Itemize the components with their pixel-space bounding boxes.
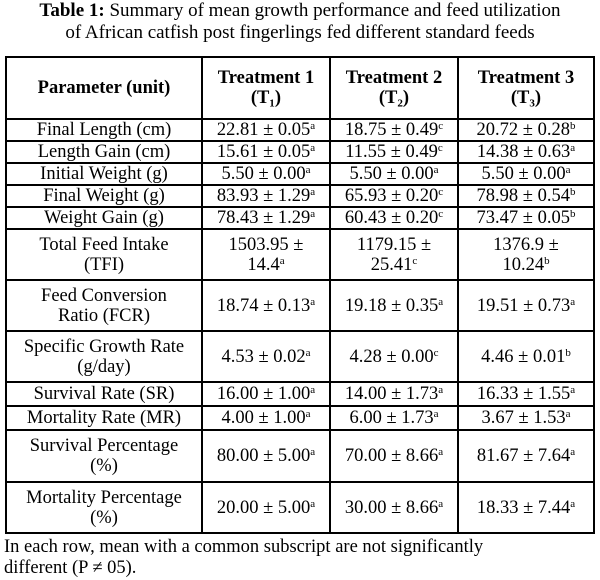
param-cell: Weight Gain (g) [5, 206, 203, 230]
param-cell: Initial Weight (g) [5, 162, 203, 186]
value-cell: 3.67 ± 1.53a [457, 405, 595, 431]
value-cell: 4.46 ± 0.01b [457, 330, 595, 383]
value-cell: 18.75 ± 0.49c [329, 118, 459, 142]
table-row: Length Gain (cm) 15.61 ± 0.05a 11.55 ± 0… [5, 140, 595, 164]
header-row: Parameter (unit) Treatment 1 (T₁) Treatme… [5, 56, 595, 120]
table-footnote: In each row, mean with a common subscrip… [4, 537, 594, 579]
value-cell: 80.00 ± 5.00a [201, 429, 331, 483]
table-row: Initial Weight (g) 5.50 ± 0.00a 5.50 ± 0… [5, 162, 595, 186]
caption-line-1: Table 1: Summary of mean growth performa… [0, 0, 600, 22]
value-cell: 60.43 ± 0.20c [329, 206, 459, 230]
value-cell: 14.00 ± 1.73a [329, 381, 459, 407]
table-row: Specific Growth Rate (g/day) 4.53 ± 0.02a… [5, 330, 595, 383]
value-cell: 73.47 ± 0.05b [457, 206, 595, 230]
table-row: Mortality Percentage (%) 20.00 ± 5.00a 30… [5, 481, 595, 534]
value-cell: 5.50 ± 0.00a [201, 162, 331, 186]
value-cell: 20.72 ± 0.28b [457, 118, 595, 142]
table-row: Final Length (cm) 22.81 ± 0.05a 18.75 ± … [5, 118, 595, 142]
value-cell: 78.98 ± 0.54b [457, 184, 595, 208]
param-cell: Length Gain (cm) [5, 140, 203, 164]
value-cell: 19.18 ± 0.35a [329, 279, 459, 332]
footnote-line-2: different (P ≠ 05). [4, 558, 137, 578]
table-row: Survival Percentage (%) 80.00 ± 5.00a 70.… [5, 429, 595, 483]
value-cell: 65.93 ± 0.20c [329, 184, 459, 208]
table-row: Mortality Rate (MR) 4.00 ± 1.00a 6.00 ± … [5, 405, 595, 431]
summary-table: Parameter (unit) Treatment 1 (T₁) Treatme… [5, 56, 595, 534]
value-cell: 4.28 ± 0.00c [329, 330, 459, 383]
value-cell: 5.50 ± 0.00a [329, 162, 459, 186]
value-cell: 30.00 ± 8.66a [329, 481, 459, 534]
param-cell: Survival Rate (SR) [5, 381, 203, 407]
value-cell: 18.33 ± 7.44a [457, 481, 595, 534]
header-treatment-2: Treatment 2 (T₂) [329, 56, 459, 120]
value-cell: 6.00 ± 1.73a [329, 405, 459, 431]
value-cell: 1179.15 ±25.41c [329, 228, 459, 281]
header-parameter: Parameter (unit) [5, 56, 203, 120]
caption-text-2: of African catfish post fingerlings fed … [65, 22, 535, 43]
table-row: Weight Gain (g) 78.43 ± 1.29a 60.43 ± 0.… [5, 206, 595, 230]
value-cell: 19.51 ± 0.73a [457, 279, 595, 332]
param-cell: Mortality Rate (MR) [5, 405, 203, 431]
value-cell: 14.38 ± 0.63a [457, 140, 595, 164]
header-treatment-3: Treatment 3 (T₃) [457, 56, 595, 120]
table-row: Final Weight (g) 83.93 ± 1.29a 65.93 ± 0… [5, 184, 595, 208]
value-cell: 1503.95 ±14.4a [201, 228, 331, 281]
value-cell: 16.33 ± 1.55a [457, 381, 595, 407]
param-cell: Feed Conversion Ratio (FCR) [5, 279, 203, 332]
value-cell: 11.55 ± 0.49c [329, 140, 459, 164]
value-cell: 15.61 ± 0.05a [201, 140, 331, 164]
table-row: Feed Conversion Ratio (FCR) 18.74 ± 0.13a… [5, 279, 595, 332]
value-cell: 5.50 ± 0.00a [457, 162, 595, 186]
value-cell: 81.67 ± 7.64a [457, 429, 595, 483]
param-cell: Total Feed Intake (TFI) [5, 228, 203, 281]
caption-label: Table 1: [39, 0, 105, 21]
value-cell: 4.00 ± 1.00a [201, 405, 331, 431]
value-cell: 18.74 ± 0.13a [201, 279, 331, 332]
value-cell: 20.00 ± 5.00a [201, 481, 331, 534]
value-cell: 4.53 ± 0.02a [201, 330, 331, 383]
caption-text-1: Summary of mean growth performance and f… [109, 0, 561, 21]
param-cell: Final Length (cm) [5, 118, 203, 142]
value-cell: 1376.9 ±10.24b [457, 228, 595, 281]
value-cell: 78.43 ± 1.29a [201, 206, 331, 230]
header-treatment-1: Treatment 1 (T₁) [201, 56, 331, 120]
value-cell: 22.81 ± 0.05a [201, 118, 331, 142]
param-cell: Mortality Percentage (%) [5, 481, 203, 534]
table-caption: Table 1: Summary of mean growth performa… [0, 0, 600, 44]
footnote-line-1: In each row, mean with a common subscrip… [4, 537, 484, 557]
value-cell: 70.00 ± 8.66a [329, 429, 459, 483]
param-cell: Survival Percentage (%) [5, 429, 203, 483]
param-cell: Final Weight (g) [5, 184, 203, 208]
value-cell: 16.00 ± 1.00a [201, 381, 331, 407]
param-cell: Specific Growth Rate (g/day) [5, 330, 203, 383]
table-row: Survival Rate (SR) 16.00 ± 1.00a 14.00 ±… [5, 381, 595, 407]
value-cell: 83.93 ± 1.29a [201, 184, 331, 208]
table-row: Total Feed Intake (TFI) 1503.95 ±14.4a 11… [5, 228, 595, 281]
